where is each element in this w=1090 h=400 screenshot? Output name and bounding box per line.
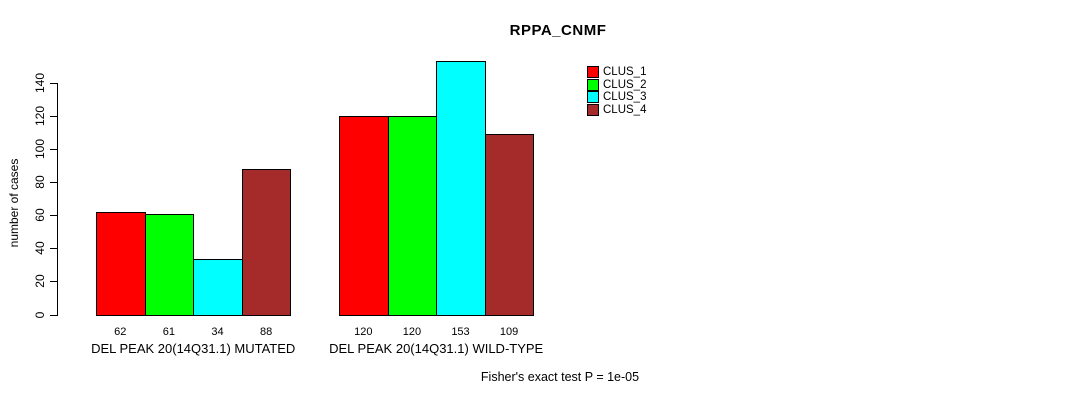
- group-label: DEL PEAK 20(14Q31.1) MUTATED: [91, 341, 296, 356]
- y-tick-label: 140: [33, 72, 47, 93]
- y-tick-mark: [50, 148, 58, 150]
- bar-clus_3-group2: [436, 60, 486, 316]
- bar-value-label: 62: [114, 326, 127, 338]
- legend-swatch: [587, 104, 599, 117]
- bar-value-label: 88: [259, 326, 273, 338]
- y-tick-mark: [50, 248, 58, 250]
- legend-label: CLUS_2: [603, 78, 647, 91]
- bar-clus_2-group1: [144, 213, 195, 316]
- legend-item-clus_3: CLUS_3: [587, 91, 646, 104]
- bar-clus_1-group2: [339, 115, 389, 316]
- bar-value-label: 34: [211, 326, 224, 338]
- bar-clus_3-group1: [193, 258, 243, 316]
- bar-value-label: 120: [402, 326, 422, 338]
- bar-value-label: 61: [162, 326, 176, 338]
- y-tick-mark: [50, 215, 58, 217]
- y-axis-title: number of cases: [7, 158, 21, 248]
- legend-item-clus_1: CLUS_1: [587, 66, 646, 79]
- bar-value-label: 109: [499, 326, 519, 338]
- legend-label: CLUS_3: [603, 91, 647, 104]
- y-tick-mark: [50, 314, 58, 316]
- bar-clus_1-group1: [96, 211, 146, 316]
- bar-value-label: 153: [451, 326, 470, 338]
- bar-clus_2-group2: [387, 115, 438, 316]
- legend-label: CLUS_4: [603, 104, 647, 117]
- y-tick-mark: [50, 181, 58, 183]
- y-tick-mark: [50, 281, 58, 283]
- bar-value-label: 120: [354, 326, 373, 338]
- y-axis-line: [57, 82, 58, 316]
- group-label: DEL PEAK 20(14Q31.1) WILD-TYPE: [329, 341, 544, 356]
- legend-item-clus_4: CLUS_4: [587, 104, 646, 117]
- legend-swatch: [587, 66, 599, 79]
- legend: CLUS_1 CLUS_2 CLUS_3 CLUS_4: [587, 66, 647, 117]
- bar-clus_4-group1: [241, 168, 292, 316]
- bar-clus_4-group2: [484, 133, 535, 316]
- legend-swatch: [587, 78, 599, 91]
- y-tick-mark: [50, 115, 58, 117]
- y-tick-mark: [50, 82, 58, 84]
- legend-item-clus_2: CLUS_2: [587, 78, 647, 92]
- chart-title: RPPA_CNMF: [509, 22, 607, 39]
- pvalue-annotation: Fisher's exact test P = 1e-05: [480, 370, 640, 384]
- legend-label: CLUS_1: [603, 66, 647, 79]
- legend-swatch: [587, 91, 599, 104]
